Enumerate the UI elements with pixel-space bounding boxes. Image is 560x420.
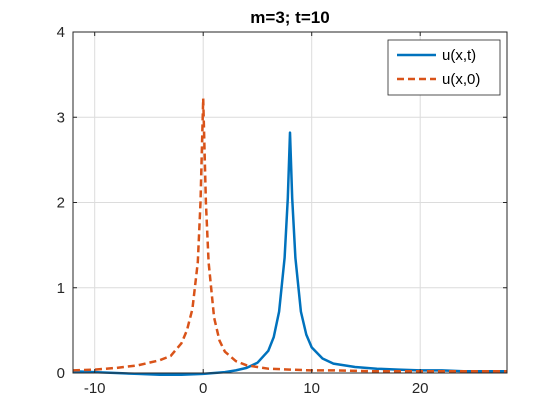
x-tick-label-2: 10 [303, 380, 320, 397]
chart-title: m=3; t=10 [250, 8, 329, 27]
y-tick-label-3: 3 [57, 109, 65, 126]
series-layer [72, 97, 507, 376]
legend-label-series-2: u(x,0) [442, 71, 480, 88]
legend: u(x,t) u(x,0) [387, 39, 501, 96]
y-tick-label-4: 4 [57, 24, 65, 41]
legend-box [387, 39, 501, 96]
y-tick-label-1: 1 [57, 280, 65, 297]
x-tick-label-1: 0 [199, 380, 207, 397]
ticks: -10 0 10 20 0 1 2 3 4 [57, 24, 507, 397]
x-tick-label-3: 20 [412, 380, 429, 397]
series-line-2 [72, 97, 507, 373]
x-tick-label-0: -10 [84, 380, 106, 397]
series-line-1 [72, 131, 507, 376]
y-tick-label-0: 0 [57, 365, 65, 382]
legend-label-series-1: u(x,t) [442, 47, 476, 64]
y-tick-label-2: 2 [57, 195, 65, 212]
